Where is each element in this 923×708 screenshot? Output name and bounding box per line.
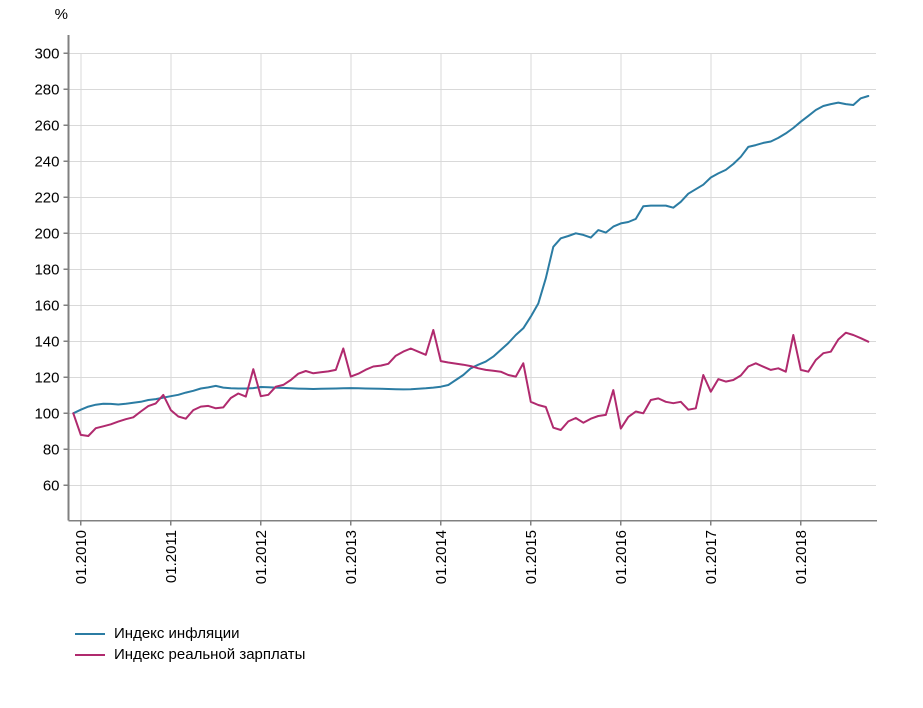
legend-item-real-wage-index: Индекс реальной зарплаты [75,644,305,665]
legend-label-real-wage: Индекс реальной зарплаты [114,646,306,663]
legend-item-inflation-index: Индекс инфляции [75,623,305,644]
y-tick-label: 260 [34,117,59,134]
x-tick-label: 01.2011 [163,530,180,583]
series-line-1 [72,329,870,437]
y-tick-label: 180 [34,261,59,278]
y-tick-label: 240 [34,153,59,170]
y-axis-unit-label: % [54,6,68,23]
legend-line-swatch-real-wage [75,653,105,656]
y-tick-label: 120 [34,369,59,386]
y-tick-label: 220 [34,189,59,206]
y-tick-label: 300 [34,45,59,62]
x-tick-label: 01.2010 [73,530,90,584]
y-tick-label: 80 [43,441,60,458]
y-tick-label: 140 [34,333,59,350]
y-tick-label: 280 [34,81,59,98]
x-tick-label: 01.2012 [253,530,270,584]
series-line-0 [72,95,870,415]
x-tick-label: 01.2013 [343,530,360,584]
x-tick-label: 01.2018 [793,530,810,584]
y-tick-label: 200 [34,225,59,242]
x-tick-label: 01.2015 [523,530,540,584]
y-tick-label: 60 [43,477,60,494]
legend-label-inflation: Индекс инфляции [114,625,240,642]
y-tick-label: 100 [34,405,59,422]
legend-line-swatch-inflation [75,632,105,635]
x-tick-label: 01.2016 [613,530,630,584]
legend: Индекс инфляции Индекс реальной зарплаты [75,623,305,665]
x-tick-label: 01.2014 [433,530,450,584]
y-tick-label: 160 [34,297,59,314]
x-tick-label: 01.2017 [703,530,720,584]
chart-canvas: 60 80 100 120 140 160 180 200 220 240 260 280 300 01.… [34,35,877,584]
